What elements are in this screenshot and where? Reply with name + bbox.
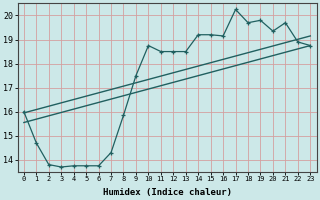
X-axis label: Humidex (Indice chaleur): Humidex (Indice chaleur) <box>103 188 232 197</box>
